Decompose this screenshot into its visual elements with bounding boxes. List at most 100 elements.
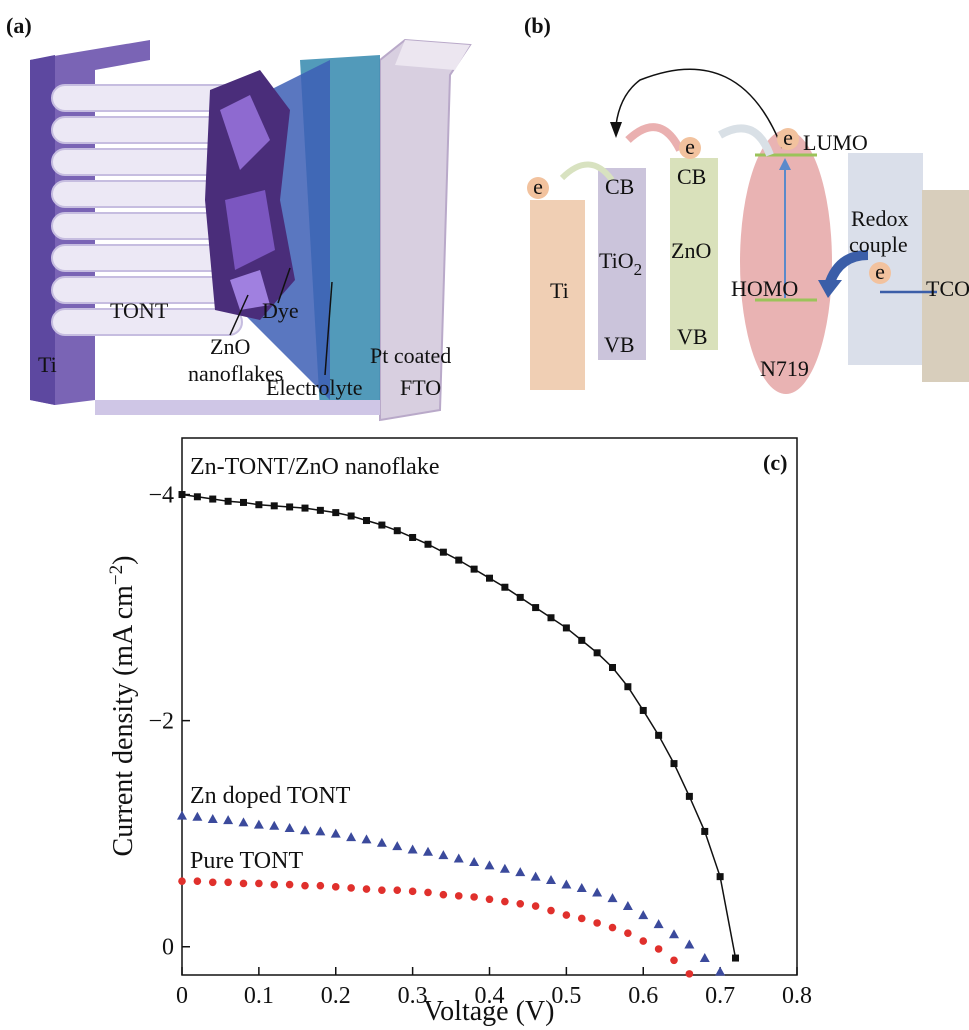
data-point — [501, 583, 509, 591]
data-point — [547, 906, 555, 915]
data-point — [532, 604, 540, 612]
electron: e — [533, 174, 543, 199]
component-label: FTO — [400, 375, 441, 400]
level-label: Redox — [851, 206, 908, 231]
data-point — [178, 491, 186, 499]
data-point — [193, 493, 201, 501]
data-point — [578, 636, 586, 644]
data-point — [515, 867, 526, 877]
level-label: HOMO — [731, 276, 798, 301]
data-point — [284, 823, 295, 833]
data-point — [653, 919, 664, 929]
component-label: Electrolyte — [266, 375, 363, 400]
level-label: LUMO — [803, 130, 868, 155]
data-point — [315, 826, 326, 836]
x-tick-label: 0.7 — [705, 983, 735, 1009]
x-tick-label: 0.1 — [244, 983, 274, 1009]
data-point — [470, 565, 478, 573]
data-point — [193, 877, 202, 885]
data-point — [670, 760, 678, 768]
formula: TiO — [599, 248, 634, 273]
data-point — [609, 663, 616, 671]
data-point — [178, 877, 186, 885]
data-point — [300, 825, 310, 835]
data-point — [316, 506, 324, 514]
level-label: couple — [849, 232, 908, 257]
y-axis-sup: −2 — [106, 565, 127, 585]
chart: (c) Voltage (V) Current density (mA cm−2… — [106, 437, 812, 1027]
data-point — [363, 517, 370, 525]
x-tick-label: 0.5 — [551, 983, 581, 1009]
x-tick-label: 0.6 — [628, 983, 658, 1009]
data-point — [424, 540, 432, 548]
data-point — [224, 878, 232, 887]
data-point — [639, 937, 648, 945]
data-point — [238, 817, 249, 827]
panel-label: (b) — [524, 13, 551, 38]
data-point — [654, 945, 663, 953]
data-point — [224, 497, 232, 505]
data-point — [699, 953, 710, 963]
data-point — [592, 887, 603, 897]
component-label: Ti — [38, 352, 57, 377]
data-point — [576, 882, 587, 892]
data-point — [639, 706, 647, 714]
data-point — [316, 881, 325, 890]
data-point — [454, 892, 463, 900]
data-point — [423, 846, 433, 856]
data-point — [670, 956, 678, 965]
data-point — [255, 879, 263, 888]
data-point — [239, 879, 248, 888]
y-tick-label: 0 — [162, 935, 174, 961]
data-point — [208, 878, 217, 887]
level-label: Ti — [550, 278, 569, 303]
data-point — [240, 498, 247, 506]
data-point — [439, 890, 448, 899]
data-point — [209, 495, 217, 503]
data-point — [392, 841, 403, 851]
electron: e — [783, 125, 793, 150]
data-point — [409, 533, 417, 541]
x-axis-title: Voltage (V) — [424, 996, 555, 1027]
component-label: Pt coated — [370, 343, 451, 368]
data-point — [362, 885, 371, 893]
data-point — [562, 911, 571, 919]
series-label: Pure TONT — [190, 848, 303, 874]
level-label: N719 — [760, 356, 809, 381]
data-point — [439, 548, 447, 556]
series-label: Zn-TONT/ZnO nanoflake — [190, 454, 439, 480]
data-point — [361, 834, 372, 844]
data-point — [562, 624, 570, 632]
x-tick-label: 0.4 — [475, 983, 505, 1009]
data-point — [684, 939, 695, 949]
fit-line — [181, 493, 737, 959]
data-point — [531, 902, 540, 910]
component-label: TONT — [110, 298, 169, 323]
level-label: ZnO — [671, 238, 711, 263]
data-point — [270, 502, 278, 510]
data-point — [455, 556, 463, 564]
component-label: nanoflakes — [188, 361, 283, 386]
electron: e — [875, 259, 885, 284]
level-label: TCO — [926, 276, 969, 301]
data-point — [716, 873, 724, 881]
data-point — [484, 860, 495, 870]
data-point — [546, 875, 556, 885]
data-point — [516, 593, 524, 601]
y-axis-end: ) — [108, 556, 139, 565]
data-point — [516, 899, 525, 908]
data-point — [407, 844, 418, 854]
data-point — [561, 879, 572, 889]
data-point — [685, 792, 693, 800]
panel-label: (a) — [6, 13, 32, 38]
level-label: CB — [677, 164, 706, 189]
series-label: Zn doped TONT — [190, 783, 351, 809]
data-point — [530, 871, 541, 881]
data-point — [669, 929, 679, 939]
energy-diagram — [527, 68, 969, 394]
data-point — [607, 893, 618, 903]
electron: e — [685, 134, 695, 159]
y-tick-label: −4 — [148, 483, 174, 509]
data-point — [346, 832, 357, 842]
data-point — [732, 954, 739, 962]
